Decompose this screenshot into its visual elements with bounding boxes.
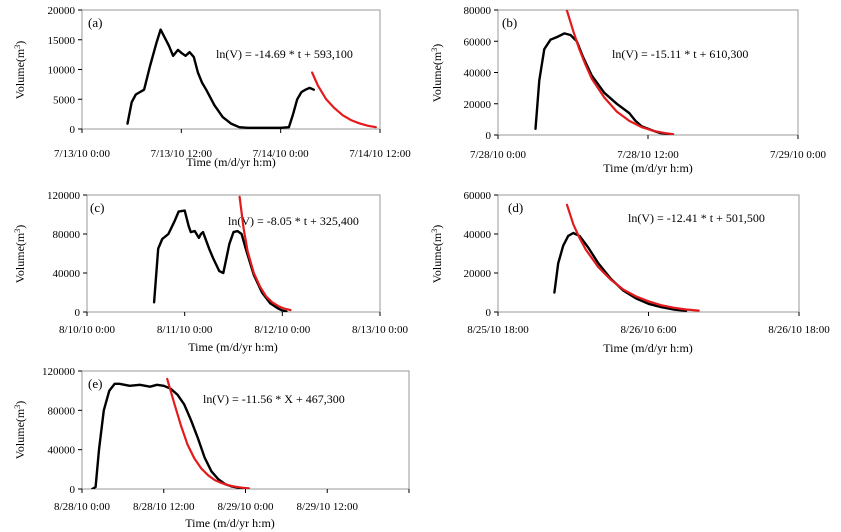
x-tick-label: 8/29/10 12:00: [297, 501, 359, 513]
y-tick-label: 60000: [464, 36, 492, 48]
x-tick-label: 8/12/10 0:00: [254, 324, 310, 336]
y-tick-label: 0: [70, 484, 76, 496]
x-tick-label: 8/11/10 0:00: [157, 324, 213, 336]
y-tick-label: 40000: [464, 229, 492, 241]
y-tick-label: 120000: [47, 190, 81, 202]
x-tick-label: 7/28/10 12:00: [617, 149, 679, 161]
x-ticks: 8/10/10 0:00 8/11/10 0:00 8/12/10 0:00 8/13…: [59, 312, 408, 336]
panel-b: (b) ln(V) = -15.11 * t + 610,300 0 20000 4…: [430, 5, 826, 175]
x-tick-label: 8/26/10 18:00: [768, 324, 830, 336]
y-tick-label: 80000: [48, 405, 76, 417]
panel-label: (a): [88, 15, 102, 30]
observed-curve: [126, 28, 315, 129]
y-tick-label: 120000: [42, 366, 76, 378]
panel-label: (b): [502, 15, 517, 30]
y-axis-label: Volume(m3): [430, 225, 444, 283]
series-lines: [126, 28, 377, 129]
x-tick-label: 7/13/10 0:00: [54, 148, 110, 160]
y-tick-label: 15000: [48, 35, 76, 47]
plot-frame: [86, 194, 381, 313]
panel-label: (c): [90, 200, 104, 215]
x-tick-label: 7/28/10 0:00: [470, 149, 526, 161]
panel-c: (c) ln(V) = -8.05 * t + 325,400 0 40000 80…: [13, 190, 408, 354]
y-ticks: 0 5000 10000 15000 20000: [48, 5, 82, 136]
fit-curve: [238, 195, 292, 312]
x-tick-label: 8/28/10 0:00: [54, 501, 110, 513]
fit-equation: ln(V) = -14.69 * t + 593,100: [216, 47, 353, 61]
y-tick-label: 5000: [53, 94, 76, 106]
panel-d: (d) ln(V) = -12.41 * t + 501,500 0 20000 4…: [430, 190, 830, 355]
x-ticks: 7/13/10 0:00 7/13/10 12:00 7/14/10 0:00 7/1…: [54, 129, 411, 160]
y-tick-label: 0: [75, 307, 81, 319]
x-tick-label: 7/14/10 12:00: [349, 148, 411, 160]
y-tick-label: 0: [486, 307, 492, 319]
y-axis-label: Volume(m3): [13, 225, 27, 283]
fit-curve: [311, 71, 377, 129]
y-tick-label: 40000: [53, 268, 81, 280]
x-tick-label: 8/26/10 6:00: [621, 324, 677, 336]
fit-curve: [565, 203, 700, 312]
y-tick-label: 60000: [464, 190, 492, 202]
fit-curve: [166, 377, 250, 489]
fit-equation: ln(V) = -11.56 * X + 467,300: [203, 392, 345, 406]
series-lines: [534, 10, 675, 135]
y-tick-label: 10000: [48, 65, 76, 77]
y-ticks: 0 20000 40000 60000 80000: [464, 5, 498, 142]
y-tick-label: 80000: [53, 229, 81, 241]
x-axis-label: Time (m/d/yr h:m): [188, 340, 278, 354]
x-tick-label: 8/10/10 0:00: [59, 324, 115, 336]
series-lines: [553, 203, 700, 312]
y-tick-label: 40000: [464, 68, 492, 80]
y-tick-label: 20000: [48, 5, 76, 17]
x-tick-label: 8/29/10 0:00: [218, 501, 274, 513]
y-tick-label: 0: [70, 124, 76, 136]
x-ticks: 8/28/10 0:00 8/28/10 12:00 8/29/10 0:00 8/2…: [54, 489, 410, 513]
x-axis-label: Time (m/d/yr h:m): [603, 341, 693, 355]
x-axis-label: Time (m/d/yr h:m): [603, 161, 693, 175]
panel-label: (e): [88, 376, 102, 391]
panel-a: (a) ln(V) = -14.69 * t + 593,100 0 5000 10…: [13, 5, 411, 169]
x-ticks: 7/28/10 0:00 7/28/10 12:00 7/29/10 0:00: [470, 135, 826, 161]
plot-frame: [81, 9, 381, 130]
y-ticks: 0 40000 80000 120000: [47, 190, 87, 319]
panel-label: (d): [508, 200, 523, 215]
x-ticks: 8/25/10 18:00 8/26/10 6:00 8/26/10 18:00: [467, 312, 830, 336]
panel-e: (e) ln(V) = -11.56 * X + 467,300 0 40000 8…: [13, 366, 410, 530]
fit-equation: ln(V) = -12.41 * t + 501,500: [628, 211, 765, 225]
plot-frame: [497, 9, 799, 136]
series-lines: [152, 195, 292, 312]
y-ticks: 0 40000 80000 120000: [42, 366, 82, 496]
plot-frame: [81, 370, 410, 490]
observed-curve: [553, 231, 688, 312]
y-axis-label: Volume(m3): [13, 41, 27, 99]
y-ticks: 0 20000 40000 60000: [464, 190, 498, 319]
observed-curve: [90, 382, 247, 489]
fit-equation: ln(V) = -15.11 * t + 610,300: [612, 47, 748, 61]
fit-equation: ln(V) = -8.05 * t + 325,400: [228, 214, 359, 228]
x-tick-label: 8/25/10 18:00: [467, 324, 529, 336]
y-tick-label: 20000: [464, 99, 492, 111]
x-axis-label: Time (m/d/yr h:m): [186, 155, 276, 169]
y-axis-label: Volume(m3): [13, 401, 27, 459]
x-tick-label: 8/28/10 12:00: [133, 501, 195, 513]
x-tick-label: 7/13/10 12:00: [151, 148, 213, 160]
x-tick-label: 7/14/10 0:00: [253, 148, 309, 160]
fit-curve: [565, 10, 675, 135]
y-tick-label: 20000: [464, 268, 492, 280]
y-axis-label: Volume(m3): [430, 44, 444, 102]
x-tick-label: 8/13/10 0:00: [352, 324, 408, 336]
series-lines: [90, 377, 250, 489]
y-tick-label: 0: [486, 130, 492, 142]
y-tick-label: 80000: [464, 5, 492, 17]
y-tick-label: 40000: [48, 445, 76, 457]
x-axis-label: Time (m/d/yr h:m): [185, 516, 275, 530]
x-tick-label: 7/29/10 0:00: [770, 149, 826, 161]
